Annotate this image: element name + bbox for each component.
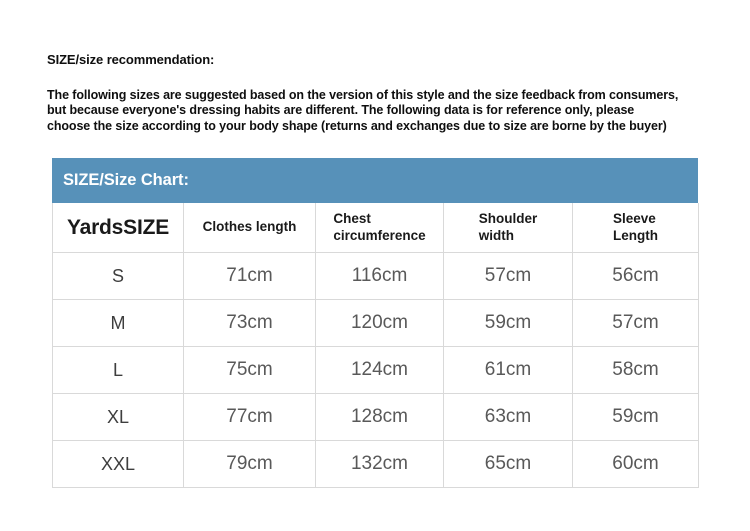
clothes-length-value: 73cm (183, 299, 316, 347)
recommendation-line: choose the size according to your body s… (47, 118, 667, 133)
table-row-xxl: XXL 79cm 132cm 65cm 60cm (52, 440, 699, 488)
column-header-clothes-length: Clothes length (183, 203, 316, 253)
chest-circumference-value: 132cm (315, 440, 444, 488)
table-row-l: L 75cm 124cm 61cm 58cm (52, 346, 699, 394)
shoulder-width-value: 57cm (443, 252, 573, 300)
recommendation-title: SIZE/size recommendation: (47, 52, 215, 67)
column-header-chest-circumference: Chest circumference (315, 203, 444, 253)
column-header-label: Shoulder width (478, 211, 538, 243)
clothes-length-value: 79cm (183, 440, 316, 488)
sleeve-length-value: 59cm (572, 393, 699, 441)
shoulder-width-value: 59cm (443, 299, 573, 347)
shoulder-width-value: 63cm (443, 393, 573, 441)
column-header-label: YardsSIZE (66, 215, 170, 239)
column-header-label: Sleeve Length (613, 211, 658, 243)
recommendation-line: but because everyone's dressing habits a… (47, 103, 635, 118)
sleeve-length-value: 58cm (572, 346, 699, 394)
clothes-length-value: 75cm (183, 346, 316, 394)
size-label: L (52, 346, 184, 394)
table-header-row: YardsSIZE Clothes length Chest circumfer… (52, 203, 699, 253)
clothes-length-value: 71cm (183, 252, 316, 300)
sleeve-length-value: 60cm (572, 440, 699, 488)
table-row-xl: XL 77cm 128cm 63cm 59cm (52, 393, 699, 441)
sleeve-length-value: 56cm (572, 252, 699, 300)
clothes-length-value: 77cm (183, 393, 316, 441)
sleeve-length-value: 57cm (572, 299, 699, 347)
column-header-shoulder-width: Shoulder width (443, 203, 573, 253)
column-header-label: Chest circumference (333, 211, 426, 243)
chest-circumference-value: 116cm (315, 252, 444, 300)
size-label: S (52, 252, 184, 300)
column-header-sleeve-length: Sleeve Length (572, 203, 699, 253)
shoulder-width-value: 65cm (443, 440, 573, 488)
size-label: XXL (52, 440, 184, 488)
chest-circumference-value: 120cm (315, 299, 444, 347)
table-row-m: M 73cm 120cm 59cm 57cm (52, 299, 699, 347)
chest-circumference-value: 124cm (315, 346, 444, 394)
size-label: M (52, 299, 184, 347)
chest-circumference-value: 128cm (315, 393, 444, 441)
shoulder-width-value: 61cm (443, 346, 573, 394)
recommendation-body: The following sizes are suggested based … (47, 88, 717, 134)
size-chart-table: YardsSIZE Clothes length Chest circumfer… (52, 203, 699, 488)
size-label: XL (52, 393, 184, 441)
recommendation-line: The following sizes are suggested based … (47, 88, 679, 102)
size-chart-banner: SIZE/Size Chart: (52, 158, 698, 203)
size-chart-banner-title: SIZE/Size Chart: (63, 171, 189, 189)
table-row-s: S 71cm 116cm 57cm 56cm (52, 252, 699, 300)
column-header-label: Clothes length (202, 219, 297, 235)
column-header-yards-size: YardsSIZE (52, 203, 184, 253)
